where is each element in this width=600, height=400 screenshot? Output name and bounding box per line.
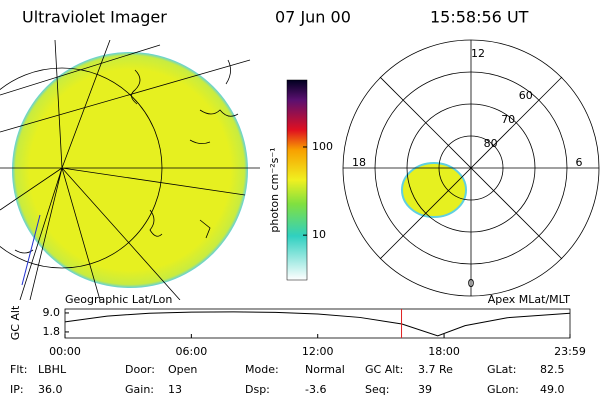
y-tick-label: 1.8 <box>43 325 61 338</box>
mlt-label: 18 <box>352 156 366 169</box>
info-label: Mode: <box>245 363 279 376</box>
info-label: GC Alt: <box>365 363 403 376</box>
polar-outer <box>342 39 600 297</box>
colorbar <box>286 79 308 281</box>
info-value: -3.6 <box>305 383 326 396</box>
lat-label: 80 <box>484 137 498 150</box>
lat-ring <box>406 103 536 233</box>
info-label: GLat: <box>487 363 516 376</box>
time: 15:58:56 UT <box>430 8 529 27</box>
info-value: 3.7 Re <box>418 363 453 376</box>
info-label: Dsp: <box>245 383 270 396</box>
x-tick-label: 06:00 <box>176 345 208 358</box>
colorbar-tick-label: 10 <box>312 228 326 241</box>
x-tick-label: 12:00 <box>302 345 334 358</box>
mlt-label: 0 <box>468 277 475 290</box>
orbit-left-label: Geographic Lat/Lon <box>65 293 172 306</box>
info-label: GLon: <box>487 383 519 396</box>
auroral-image <box>0 40 260 300</box>
mlt-label: 6 <box>576 156 583 169</box>
title: Ultraviolet Imager <box>22 8 167 27</box>
colorbar-label: photon cm⁻²s⁻¹ <box>268 147 281 232</box>
x-tick-label: 23:59 <box>554 345 586 358</box>
y-tick-label: 9.0 <box>43 306 61 319</box>
lat-label: 70 <box>501 113 515 126</box>
orbit-y-title: GC Alt <box>9 305 22 340</box>
altitude-line <box>64 311 571 337</box>
polar-plot <box>343 40 599 296</box>
info-label: IP: <box>10 383 24 396</box>
x-tick-label: 18:00 <box>428 345 460 358</box>
info-label: Gain: <box>125 383 154 396</box>
info-value: 82.5 <box>540 363 565 376</box>
info-value: LBHL <box>38 363 67 376</box>
info-value: Open <box>168 363 197 376</box>
info-value: Normal <box>305 363 345 376</box>
lat-ring <box>438 135 504 201</box>
info-label: Door: <box>125 363 155 376</box>
info-value: 36.0 <box>38 383 63 396</box>
info-label: Flt: <box>10 363 27 376</box>
orbit-right-label: Apex MLat/MLT <box>488 293 571 306</box>
info-value: 13 <box>168 383 182 396</box>
lat-label: 60 <box>519 89 533 102</box>
x-tick-label: 00:00 <box>49 345 81 358</box>
info-value: 39 <box>418 383 432 396</box>
date: 07 Jun 00 <box>275 8 351 27</box>
colorbar-tick-label: 100 <box>312 140 333 153</box>
mlt-label: 12 <box>471 47 485 60</box>
info-value: 49.0 <box>540 383 565 396</box>
lat-ring <box>374 71 568 265</box>
info-label: Seq: <box>365 383 389 396</box>
